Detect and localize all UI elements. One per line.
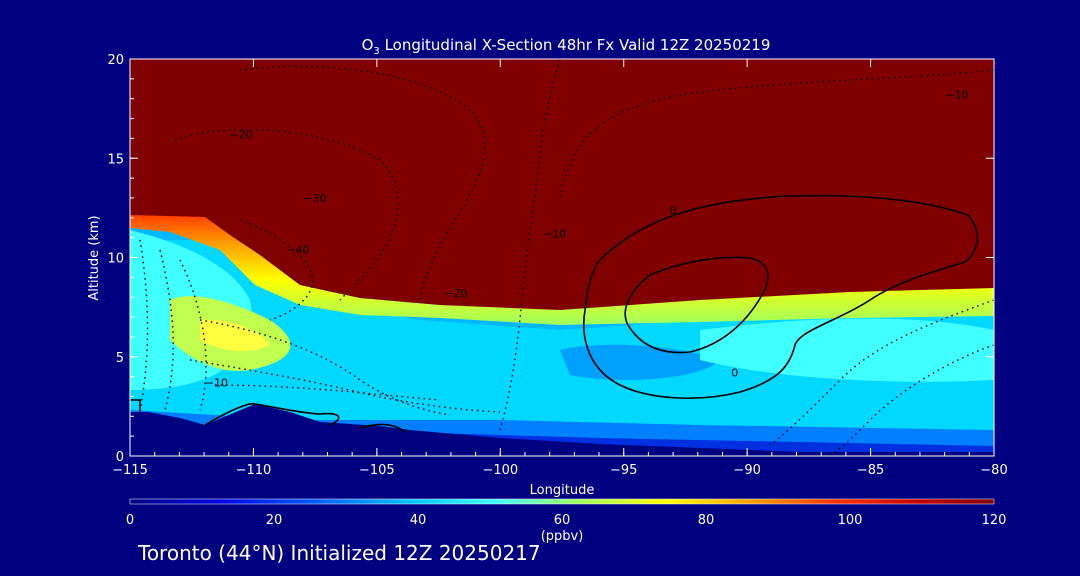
y-tick-label: 15 [107, 152, 124, 167]
colorbar-tick-label: 100 [838, 513, 863, 528]
contour-west-2 [159, 249, 174, 411]
contour-label: −40 [286, 244, 309, 257]
x-tick-label: −95 [610, 463, 637, 478]
contour-zero-terrain-2 [359, 423, 406, 433]
colorbar-ticks: 0 20 40 60 80 100 120 [126, 513, 1007, 528]
contour-minus10-low [214, 384, 441, 401]
contour-minus20 [239, 65, 486, 301]
contour-minus40 [239, 219, 314, 321]
contour-label: −10 [205, 377, 228, 390]
chart-title: O3 Longitudinal X-Section 48hr Fx Valid … [362, 36, 771, 57]
cyan-band-east [700, 318, 994, 382]
terrain [130, 404, 994, 456]
mid-troposphere-band [130, 240, 994, 456]
contour-label: 0 [670, 204, 677, 217]
x-tick-label: −105 [359, 463, 395, 478]
contour-label: −20 [444, 287, 467, 300]
tropopause-gradient [130, 210, 994, 325]
y-axis-label: Altitude (km) [87, 215, 102, 300]
colorbar-label: (ppbv) [541, 529, 584, 544]
footer-caption: Toronto (44°N) Initialized 12Z 20250217 [138, 541, 541, 565]
contour-zero-terrain [130, 399, 340, 426]
x-tick-label: −110 [236, 463, 272, 478]
contour-label: −10 [945, 89, 968, 102]
x-tick-label: −85 [857, 463, 884, 478]
contour-label: −30 [304, 192, 327, 205]
contour-label: 0 [731, 367, 738, 380]
y-axis: 0 5 10 15 20 [107, 53, 994, 465]
contour-labels: −10 −20 −30 −40 −20 −10 −10 0 0 [205, 89, 969, 390]
x-axis: −115 −110 −105 −100 −95 −90 −85 −80 [112, 59, 1008, 478]
colorbar [129, 498, 995, 505]
y-tick-label: 10 [107, 252, 124, 267]
y-tick-label: 0 [116, 450, 124, 465]
colorbar-tick-label: 120 [982, 513, 1007, 528]
x-tick-label: −90 [733, 463, 760, 478]
contour-zero-outer [583, 194, 978, 399]
x-axis-label: Longitude [530, 483, 595, 498]
colorbar-tick-label: 40 [410, 513, 427, 528]
ozone-field [130, 59, 994, 456]
y-tick-label: 20 [107, 53, 124, 68]
colorbar-tick-label: 80 [698, 513, 715, 528]
x-tick-label: −115 [112, 463, 148, 478]
blue-pocket-east [560, 344, 720, 380]
contour-minus10-upper [559, 69, 994, 201]
contour-zero-inner [624, 256, 769, 354]
yellow-core-west [200, 319, 270, 352]
contour-west-1 [139, 239, 149, 411]
y-tick-label: 5 [116, 351, 124, 366]
x-tick-label: −80 [980, 463, 1007, 478]
x-tick-label: −100 [482, 463, 518, 478]
colorbar-tick-label: 0 [126, 513, 134, 528]
contour-label: −10 [543, 228, 566, 241]
contour-label: −20 [229, 128, 252, 141]
colorbar-tick-label: 20 [266, 513, 283, 528]
colorbar-tick-label: 60 [554, 513, 571, 528]
stratosphere-region [130, 59, 994, 310]
